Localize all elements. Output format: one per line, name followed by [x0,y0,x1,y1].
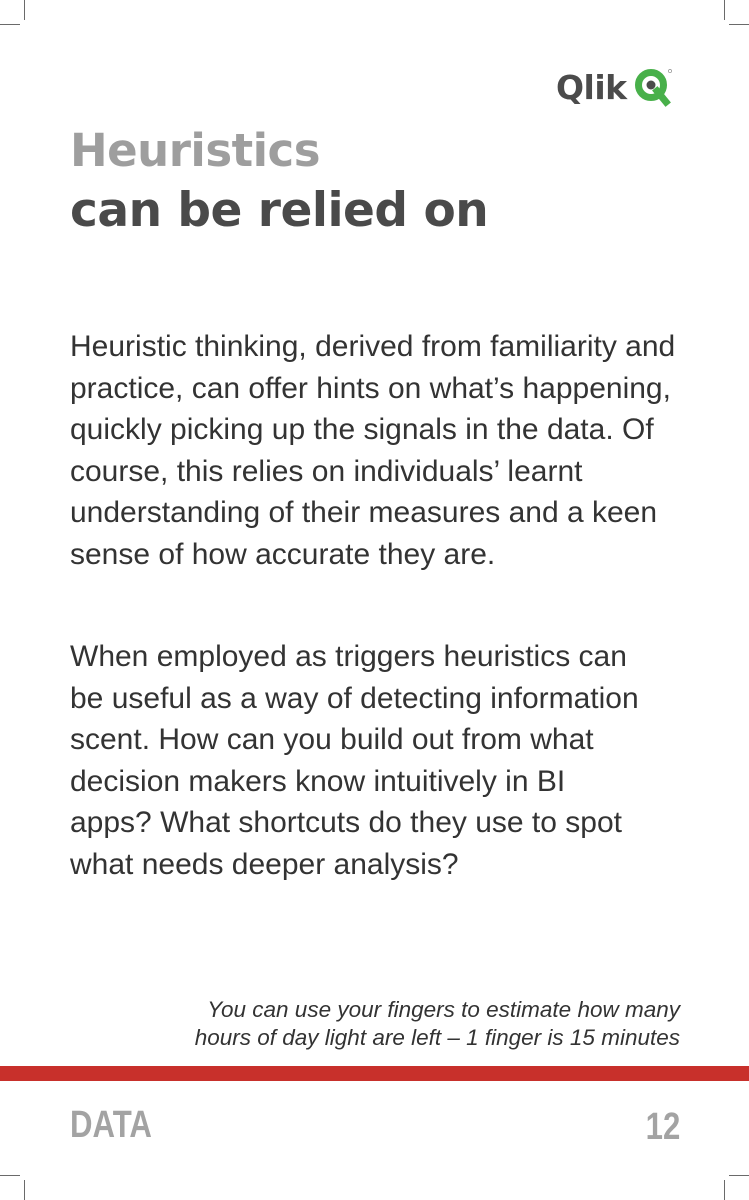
crop-mark-bottom-right [724,1180,725,1200]
crop-mark-top-right [724,0,725,20]
tip-note-line-2: hours of day light are left – 1 finger i… [194,1025,680,1050]
page-title-line-2: can be relied on [70,183,489,238]
crop-mark-bottom-right-h [729,1175,749,1176]
footer-category: DATA [70,1104,152,1146]
crop-mark-top-right-h [729,24,749,25]
brand-name: Qlik [556,67,627,107]
tip-note: You can use your fingers to estimate how… [120,996,680,1052]
crop-mark-top-left-h [0,24,20,25]
qlik-q-logo-icon [634,69,672,107]
brand-logo: Qlik [556,64,686,110]
crop-mark-bottom-left [24,1180,25,1200]
body-paragraph-2: When employed as triggers heuristics can… [70,640,639,881]
page-title-line-1: Heuristics [70,124,321,177]
body-paragraph-1: Heuristic thinking, derived from familia… [70,330,676,571]
footer-divider-rule [0,1066,749,1081]
crop-mark-bottom-left-h [0,1175,20,1176]
page-number: 12 [645,1106,680,1148]
crop-mark-top-left [24,0,25,20]
tip-note-line-1: You can use your fingers to estimate how… [207,997,680,1022]
